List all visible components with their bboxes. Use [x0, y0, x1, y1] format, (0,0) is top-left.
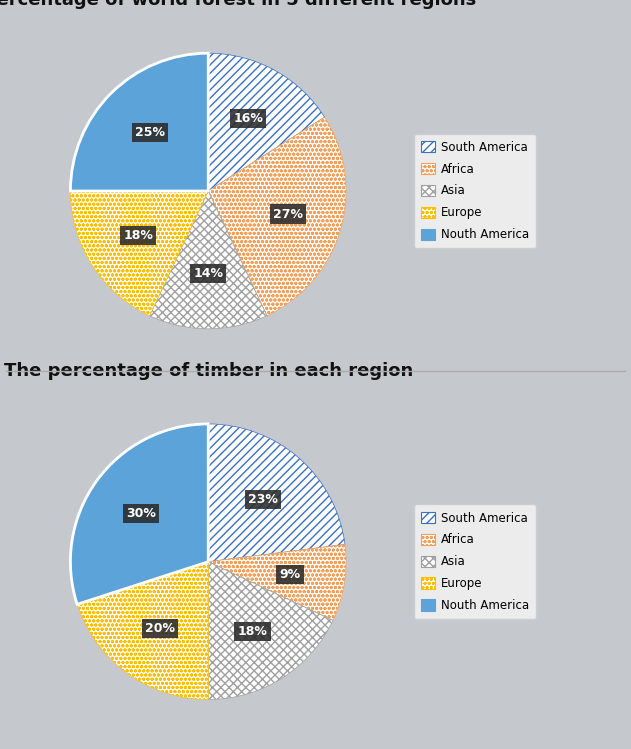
Title: The percentage of world forest in 5 different regions: The percentage of world forest in 5 diff… [0, 0, 476, 9]
Text: 18%: 18% [124, 228, 153, 242]
Text: 27%: 27% [273, 207, 303, 220]
Wedge shape [71, 53, 208, 191]
Wedge shape [150, 191, 267, 329]
Title: The percentage of timber in each region: The percentage of timber in each region [4, 362, 413, 380]
Wedge shape [77, 562, 208, 700]
Text: 14%: 14% [193, 267, 223, 280]
Legend: South America, Africa, Asia, Europe, Nouth America: South America, Africa, Asia, Europe, Nou… [414, 505, 536, 619]
Text: 25%: 25% [135, 126, 165, 139]
Text: 16%: 16% [233, 112, 263, 125]
Wedge shape [208, 53, 324, 191]
Text: 18%: 18% [238, 625, 268, 638]
Wedge shape [208, 562, 333, 700]
Wedge shape [208, 424, 345, 562]
Text: 23%: 23% [248, 494, 278, 506]
Text: 9%: 9% [280, 568, 300, 581]
Wedge shape [208, 117, 346, 315]
Text: 20%: 20% [144, 622, 175, 635]
Wedge shape [71, 191, 208, 315]
Legend: South America, Africa, Asia, Europe, Nouth America: South America, Africa, Asia, Europe, Nou… [414, 134, 536, 248]
Wedge shape [208, 545, 346, 620]
Text: 30%: 30% [126, 506, 156, 520]
Wedge shape [71, 424, 208, 604]
